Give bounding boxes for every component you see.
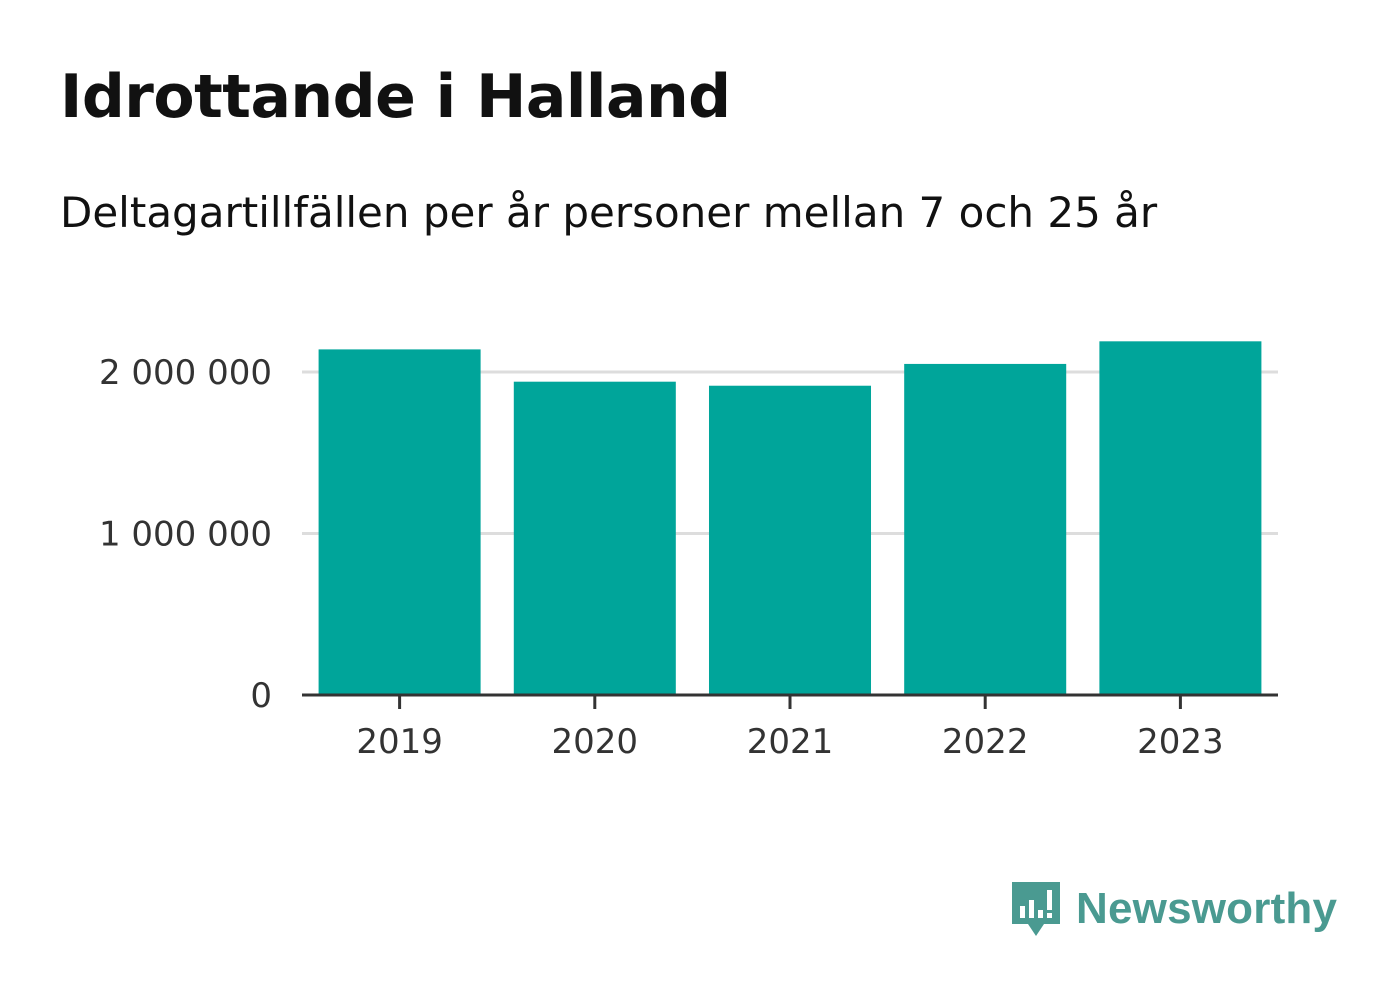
bar-2021 — [708, 385, 872, 695]
brand-logo: Newsworthy — [1010, 878, 1337, 940]
brand-name: Newsworthy — [1076, 884, 1338, 933]
y-tick-label: 0 — [250, 676, 272, 716]
y-tick-label: 2 000 000 — [99, 353, 272, 393]
x-axis — [302, 693, 1278, 709]
x-tick-label: 2023 — [1137, 722, 1224, 762]
x-tick-label: 2021 — [747, 722, 834, 762]
newsworthy-logo-icon — [1012, 882, 1060, 936]
bar-2022 — [904, 363, 1067, 695]
chart-subtitle: Deltagartillfällen per år personer mella… — [60, 188, 1158, 237]
bar-2023 — [1099, 341, 1262, 695]
x-tick-label: 2022 — [942, 722, 1029, 762]
bar-2019 — [318, 349, 481, 695]
x-axis-labels: 2019 2020 2021 2022 2023 — [356, 722, 1223, 762]
chart-title: Idrottande i Halland — [60, 62, 731, 132]
y-axis-labels: 0 1 000 000 2 000 000 — [99, 353, 272, 716]
y-tick-label: 1 000 000 — [99, 515, 272, 555]
bar-2020 — [513, 381, 676, 695]
bars — [318, 341, 1262, 695]
x-tick-label: 2019 — [356, 722, 443, 762]
x-tick-label: 2020 — [552, 722, 639, 762]
